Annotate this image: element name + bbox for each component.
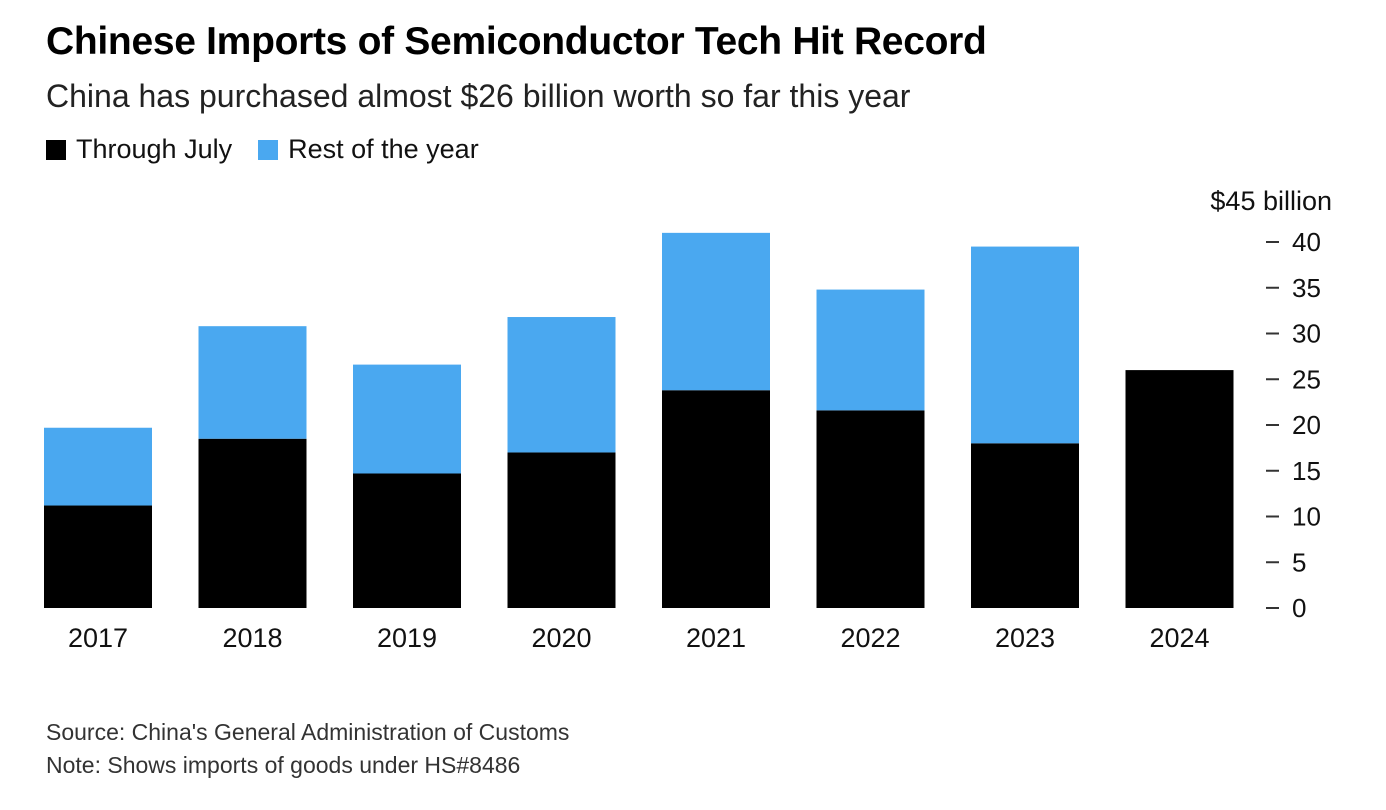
y-tick-label: 5 <box>1292 547 1306 577</box>
bar-rest-of-year-2018 <box>198 326 307 439</box>
legend-label-through-july: Through July <box>76 134 233 164</box>
legend-swatch-rest-of-year <box>258 139 279 160</box>
footer: Source: China's General Administration o… <box>46 716 569 782</box>
chart-subtitle: China has purchased almost $26 billion w… <box>46 78 911 114</box>
bar-rest-of-year-2017 <box>44 427 152 506</box>
legend-label-rest-of-year: Rest of the year <box>288 134 479 164</box>
bar-through-july-2022 <box>816 410 925 608</box>
y-tick-label: 35 <box>1292 273 1321 303</box>
bar-through-july-2024 <box>1125 370 1234 608</box>
legend-item-rest-of-year: Rest of the year <box>258 134 479 165</box>
x-tick-label: 2024 <box>1149 623 1209 653</box>
bar-through-july-2019 <box>353 473 461 608</box>
bar-through-july-2017 <box>44 505 152 608</box>
bar-rest-of-year-2022 <box>816 289 925 411</box>
x-tick-label: 2019 <box>377 623 437 653</box>
legend-swatch-through-july <box>46 139 66 160</box>
legend: Through July Rest of the year <box>46 134 505 165</box>
y-tick-label: 25 <box>1292 364 1321 394</box>
x-tick-label: 2018 <box>222 623 282 653</box>
x-tick-label: 2020 <box>531 623 591 653</box>
y-tick-label: 20 <box>1292 410 1321 440</box>
x-tick-label: 2021 <box>686 623 746 653</box>
bar-through-july-2021 <box>662 390 770 608</box>
footnote: Note: Shows imports of goods under HS#84… <box>46 752 521 778</box>
bar-rest-of-year-2021 <box>662 232 770 391</box>
x-tick-label: 2023 <box>995 623 1055 653</box>
bar-rest-of-year-2023 <box>971 246 1079 444</box>
y-tick-label: 40 <box>1292 227 1321 257</box>
bar-rest-of-year-2020 <box>507 317 616 453</box>
stacked-bar-chart: $45 billion 0 5 10 15 20 25 30 35 40 2017 2018 2019… <box>44 186 1332 653</box>
chart-title: Chinese Imports of Semiconductor Tech Hi… <box>46 20 987 63</box>
bar-through-july-2018 <box>198 438 307 608</box>
bar-rest-of-year-2019 <box>353 364 461 474</box>
bar-through-july-2023 <box>971 443 1079 608</box>
bar-through-july-2020 <box>507 452 616 608</box>
plot-area: 0 5 10 15 20 25 30 35 40 2017 2018 2019 2020 2021 2022… <box>44 227 1321 653</box>
y-tick-label: 10 <box>1292 502 1321 532</box>
x-tick-label: 2017 <box>68 623 128 653</box>
source-note: Source: China's General Administration o… <box>46 719 570 745</box>
y-tick-label: 30 <box>1292 319 1321 349</box>
x-tick-label: 2022 <box>840 623 900 653</box>
y-tick-label: 15 <box>1292 456 1321 486</box>
y-axis-unit-label: $45 billion <box>1210 186 1332 216</box>
legend-item-through-july: Through July <box>46 134 232 165</box>
y-tick-label: 0 <box>1292 593 1306 623</box>
